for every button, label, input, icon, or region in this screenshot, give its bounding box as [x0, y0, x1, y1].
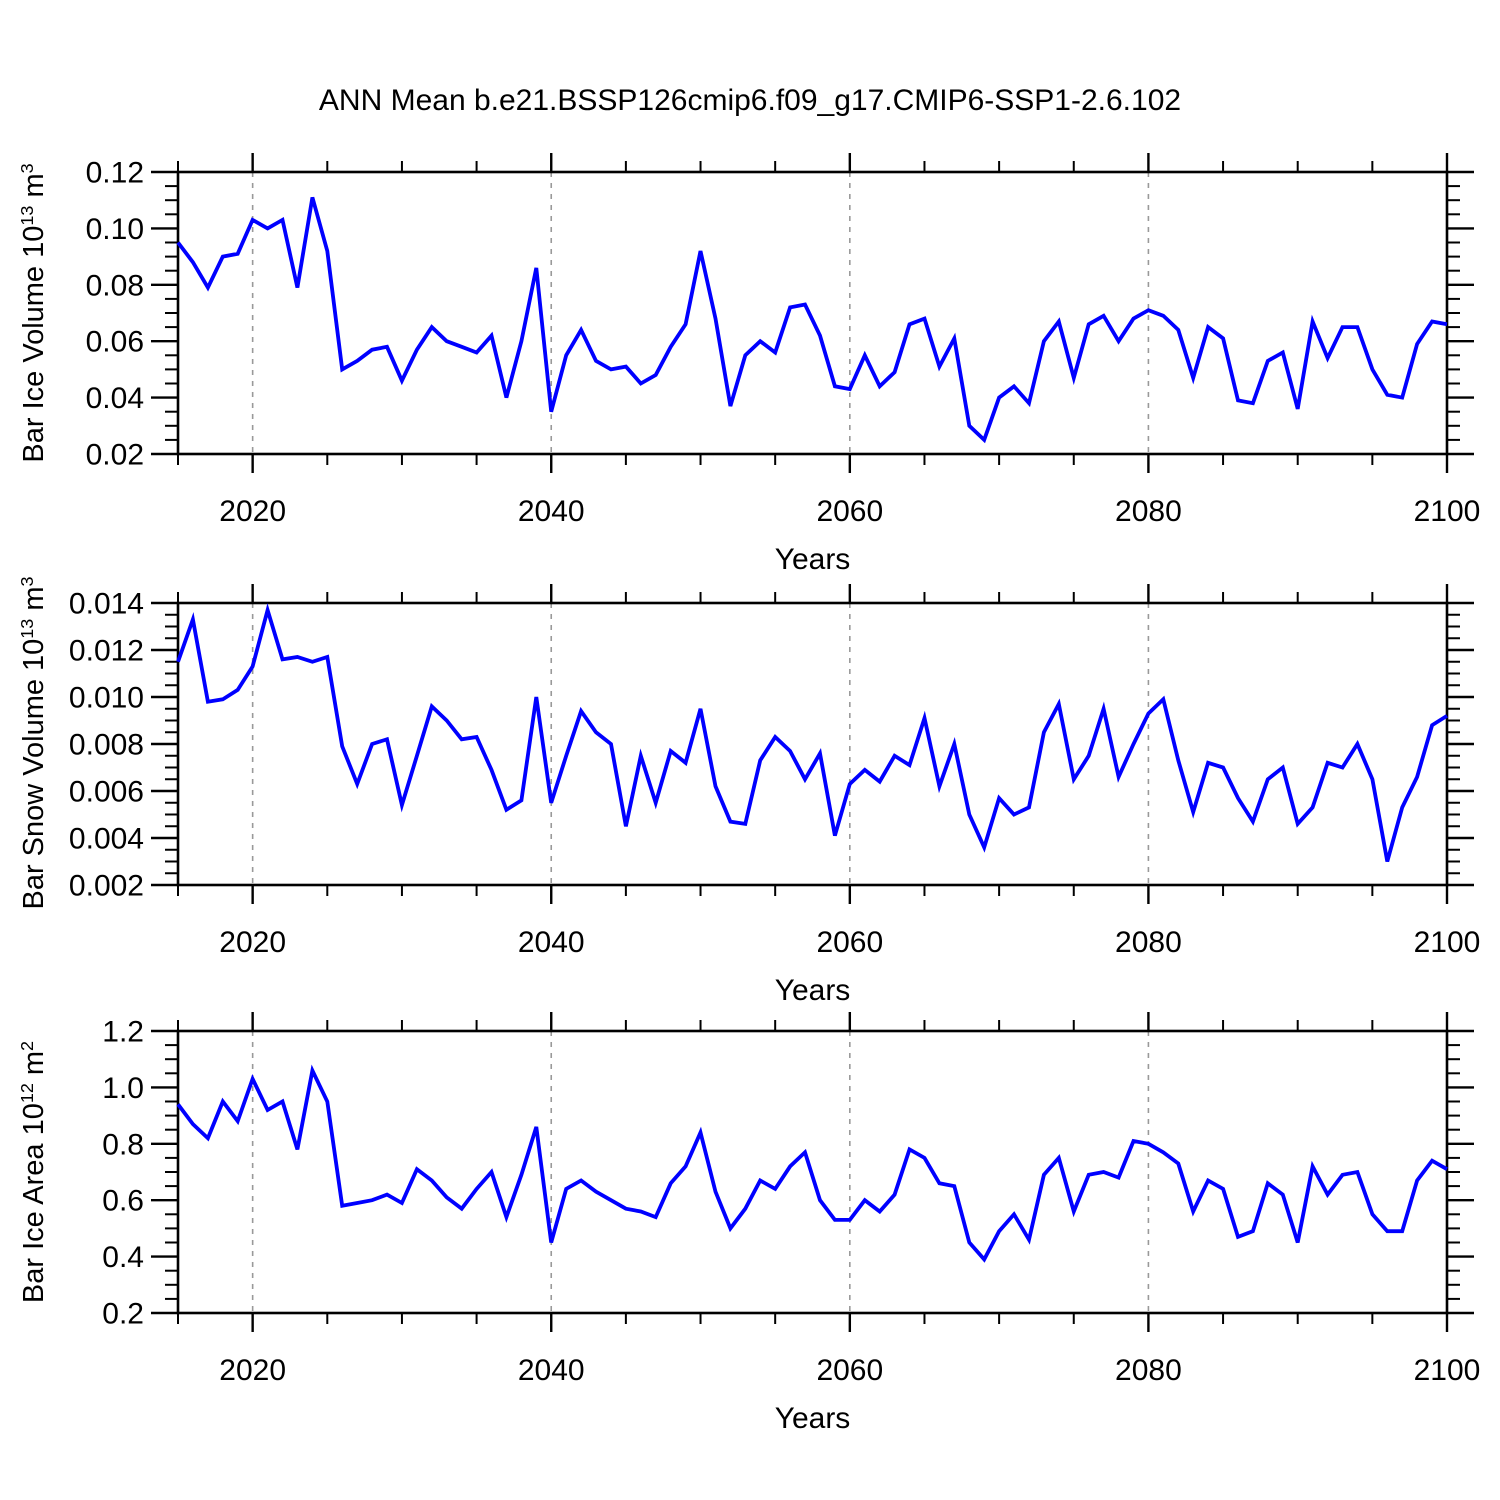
x-tick-label: 2040 [518, 926, 585, 959]
y-tick-label: 0.008 [69, 729, 144, 762]
x-tick-label: 2100 [1414, 495, 1481, 528]
x-tick-label: 2100 [1414, 926, 1481, 959]
axis-frame [176, 170, 1449, 456]
y-tick-label: 0.2 [102, 1298, 144, 1331]
x-axis-label: Years [775, 1402, 851, 1435]
ice-area-plot: 2020 2040 2060 2080 2100 0.2 0.4 0.6 0.8 1.0 1.2 Ye… [102, 1012, 1481, 1435]
ice-volume-plot: 2020 2040 2060 2080 2100 0.02 0.04 0.06 0.08 0.10… [86, 153, 1481, 576]
y-tick-label: 0.6 [102, 1185, 144, 1218]
x-axis-label: Years [775, 543, 851, 576]
x-tick-label: 2020 [219, 1354, 286, 1387]
x-tick-label: 2080 [1115, 495, 1182, 528]
x-tick-label: 2020 [219, 926, 286, 959]
x-tick-label: 2040 [518, 495, 585, 528]
y-tick-label: 1.2 [102, 1016, 144, 1049]
x-tick-label: 2080 [1115, 1354, 1182, 1387]
y-tick-label: 0.06 [86, 326, 144, 359]
x-tick-label: 2100 [1414, 1354, 1481, 1387]
y-tick-label: 0.004 [69, 823, 144, 856]
y-tick-label: 0.12 [86, 157, 144, 190]
x-tick-label: 2020 [219, 495, 286, 528]
x-tick-label: 2060 [816, 495, 883, 528]
page-title: ANN Mean b.e21.BSSP126cmip6.f09_g17.CMIP… [318, 84, 1182, 117]
y-tick-label: 0.012 [69, 635, 144, 668]
data-line [176, 196, 1448, 444]
y-tick-label: 0.08 [86, 269, 144, 302]
axis-frame [176, 601, 1449, 887]
y-tick-label: 0.014 [69, 588, 144, 621]
data-line [176, 603, 1449, 863]
y-tick-label: 0.02 [86, 439, 144, 472]
axis-frame [176, 1029, 1449, 1315]
y-tick-label: 0.10 [86, 213, 144, 246]
y-tick-label: 0.010 [69, 682, 144, 715]
x-tick-label: 2080 [1115, 926, 1182, 959]
data-line [176, 1064, 1448, 1263]
y-tick-label: 0.002 [69, 870, 144, 903]
y-tick-label: 0.8 [102, 1128, 144, 1161]
y-tick-label: 0.006 [69, 776, 144, 809]
x-tick-label: 2060 [816, 926, 883, 959]
x-tick-label: 2060 [816, 1354, 883, 1387]
y-tick-label: 0.04 [86, 382, 144, 415]
snow-volume-plot: 2020 2040 2060 2080 2100 0.002 0.004 0.006 0.008… [69, 584, 1481, 1007]
x-axis-label: Years [775, 974, 851, 1007]
y-tick-label: 1.0 [102, 1072, 144, 1105]
y-tick-label: 0.4 [102, 1241, 144, 1274]
x-tick-label: 2040 [518, 1354, 585, 1387]
